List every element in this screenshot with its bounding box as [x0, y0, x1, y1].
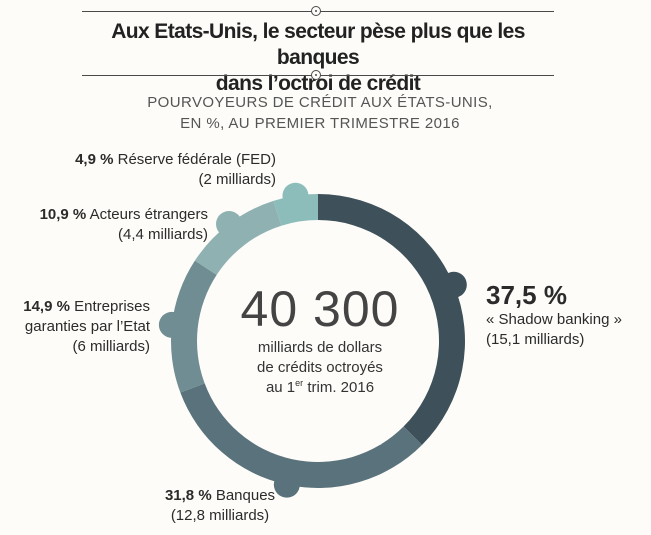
label-foreign-name: Acteurs étrangers — [89, 206, 208, 223]
top-rule-ornament-icon — [311, 6, 321, 16]
label-banks-pct: 31,8 % — [164, 487, 212, 504]
label-gse-amount: (6 milliards) — [72, 338, 150, 355]
label-gse: 14,9 % Entreprises garanties par l’Etat … — [0, 297, 150, 357]
label-gse-name-2: garanties par l’Etat — [24, 318, 150, 335]
label-banks-name: Banques — [215, 487, 276, 504]
donut-marker-shadow — [440, 271, 467, 298]
center-desc-line1: milliards de dollars — [257, 339, 383, 356]
donut-slice-shadow — [318, 194, 465, 445]
label-gse-pct: 14,9 % — [23, 298, 70, 315]
chart-subtitle: POURVOYEURS DE CRÉDIT AUX ÉTATS-UNIS, EN… — [147, 94, 493, 132]
center-desc-line3: au 1er trim. 2016 — [265, 378, 375, 397]
label-fed: 4,9 % Réserve fédérale (FED) (2 milliard… — [20, 150, 276, 190]
center-desc-line2: de crédits octroyés — [257, 359, 383, 376]
label-fed-pct: 4,9 % — [75, 151, 114, 168]
donut-slice-banks — [180, 383, 422, 488]
donut-marker-fed — [282, 182, 309, 209]
center-description: milliards de dollars de crédits octroyés… — [220, 338, 420, 398]
label-banks-amount: (12,8 milliards) — [170, 507, 270, 524]
bottom-rule-ornament-icon — [311, 70, 321, 80]
label-banks: 31,8 % Banques (12,8 milliards) — [120, 486, 320, 526]
label-shadow-amount: (15,1 milliards) — [486, 331, 585, 348]
label-foreign: 10,9 % Acteurs étrangers (4,4 milliards) — [0, 205, 208, 245]
donut-marker-gse — [158, 311, 185, 338]
donut-marker-banks — [273, 471, 300, 498]
chart-title: Aux Etats-Unis, le secteur pèse plus que… — [111, 20, 525, 95]
donut-slice-gse — [171, 260, 217, 393]
label-shadow-name: « Shadow banking » — [486, 311, 622, 328]
label-gse-name-1: Entreprises — [74, 298, 150, 315]
label-shadow-pct: 37,5 % — [486, 280, 567, 310]
center-total: 40 300 — [240, 281, 400, 337]
donut-marker-foreign — [216, 211, 243, 238]
label-shadow: 37,5 % « Shadow banking » (15,1 milliard… — [486, 280, 622, 350]
label-fed-name: Réserve fédérale (FED) — [117, 151, 276, 168]
donut-slice-foreign — [194, 200, 282, 275]
label-fed-amount: (2 milliards) — [198, 171, 276, 188]
label-foreign-pct: 10,9 % — [39, 206, 87, 223]
label-foreign-amount: (4,4 milliards) — [117, 226, 208, 243]
